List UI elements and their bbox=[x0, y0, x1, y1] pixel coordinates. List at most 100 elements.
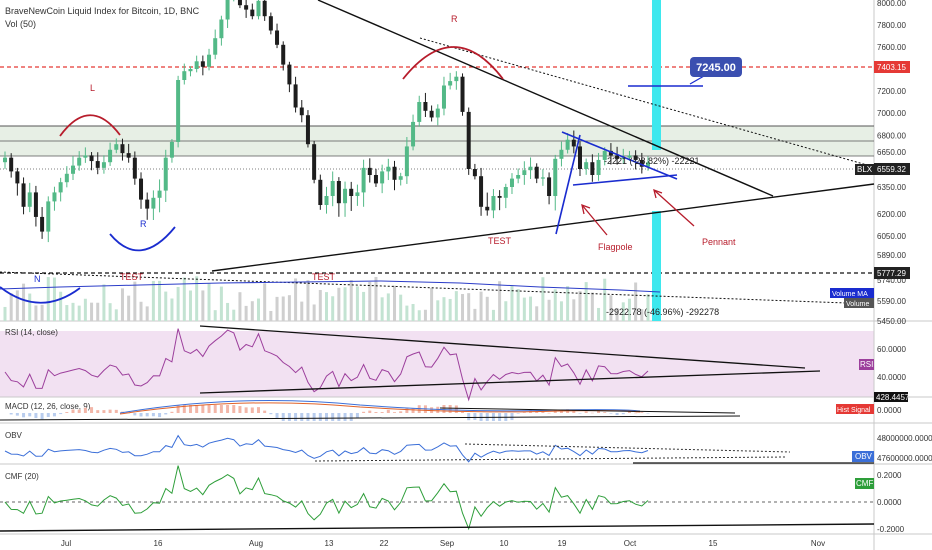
macd-hist-bar bbox=[182, 405, 186, 413]
candle-body bbox=[114, 144, 119, 150]
time-axis: Jul 16 Aug 13 22 Sep 10 19 Oct 15 Nov bbox=[61, 539, 825, 548]
cmf-tick-neg02: -0.2000 bbox=[877, 525, 905, 534]
candle-body bbox=[466, 111, 471, 169]
candle-body bbox=[182, 71, 187, 80]
pattern-arcs bbox=[0, 46, 504, 304]
volume-bar bbox=[201, 290, 205, 321]
descending-trendline bbox=[317, 0, 774, 197]
macd-hist-bar bbox=[343, 413, 347, 421]
macd-hist-bar bbox=[71, 409, 75, 413]
macd-hist-bar bbox=[256, 407, 260, 413]
obv-tag-text: OBV bbox=[855, 452, 873, 461]
candle-body bbox=[120, 144, 125, 154]
bottom-arc-blue bbox=[0, 286, 81, 304]
annotation-arrows bbox=[581, 188, 695, 236]
volume-ma-tag bbox=[830, 288, 874, 298]
macd-hist-bar bbox=[102, 410, 106, 413]
candle-body bbox=[577, 146, 582, 169]
volume-bar bbox=[83, 298, 87, 321]
volume-bar bbox=[454, 291, 458, 321]
macd-hist-bar bbox=[46, 413, 50, 417]
candle-body bbox=[584, 162, 589, 169]
macd-tick-zero: 0.0000 bbox=[877, 406, 902, 415]
volume-bar bbox=[331, 296, 335, 321]
time-tick-label: 15 bbox=[709, 539, 718, 548]
candle-body bbox=[33, 192, 38, 217]
rsi-line bbox=[4, 328, 649, 402]
rsi-tag-text: RSI bbox=[860, 360, 873, 369]
macd-hist-bar bbox=[325, 413, 328, 421]
macd-hist-bar bbox=[207, 405, 211, 413]
time-tick-label: Oct bbox=[624, 539, 637, 548]
obv-line bbox=[4, 434, 649, 463]
macd-hist-bar bbox=[188, 405, 192, 413]
price-tick-label: 5590.00 bbox=[877, 297, 906, 306]
volume-bar bbox=[566, 286, 570, 321]
volume-bar bbox=[15, 290, 19, 321]
volume-bar bbox=[90, 302, 94, 321]
obv-title: OBV bbox=[5, 431, 23, 440]
volume-bar bbox=[59, 291, 63, 321]
candle-body bbox=[256, 0, 261, 17]
annotation-pennant: Pennant bbox=[702, 237, 736, 247]
projection-bar-bottom bbox=[652, 211, 661, 321]
macd-hist-bar bbox=[380, 412, 384, 413]
candle-body bbox=[324, 196, 329, 205]
volume-bar bbox=[219, 286, 223, 321]
blx-tag-value: 6559.32 bbox=[877, 165, 906, 174]
macd-hist-bar bbox=[634, 412, 638, 414]
macd-hist-bar bbox=[627, 411, 631, 413]
red-level-tag bbox=[874, 61, 910, 73]
macd-hist-bar bbox=[590, 412, 594, 414]
volume-bar bbox=[238, 292, 242, 321]
macd-hist-bar bbox=[467, 413, 471, 421]
hist-tag-text: Hist bbox=[837, 407, 849, 414]
macd-hist-bar bbox=[547, 412, 551, 414]
macd-hist-bar bbox=[145, 413, 149, 417]
macd-trend-upper bbox=[439, 407, 736, 414]
volume-bar bbox=[510, 285, 514, 321]
candle-body bbox=[163, 157, 168, 191]
macd-hist-bar bbox=[584, 411, 588, 413]
candle-body bbox=[188, 69, 193, 72]
macd-hist-bar bbox=[22, 413, 26, 418]
candle-body bbox=[429, 110, 434, 118]
candle-body bbox=[132, 157, 137, 179]
macd-hist-bar bbox=[337, 413, 341, 421]
price-tick-label: 7800.00 bbox=[877, 21, 906, 30]
volume-bar bbox=[498, 281, 502, 321]
volume-bar bbox=[467, 293, 471, 321]
candle-body bbox=[318, 179, 323, 205]
time-tick-label: 16 bbox=[154, 539, 163, 548]
macd-hist-bar bbox=[510, 413, 514, 421]
volume-bar bbox=[578, 291, 582, 321]
macd-hist-bar bbox=[349, 413, 353, 421]
annotation-r-left: R bbox=[140, 219, 147, 229]
candle-body bbox=[516, 175, 521, 179]
macd-hist-bar bbox=[176, 405, 180, 413]
candle-body bbox=[95, 161, 100, 168]
candle-body bbox=[27, 192, 32, 207]
macd-hist-bar bbox=[164, 413, 168, 415]
time-tick-label: 10 bbox=[500, 539, 509, 548]
macd-hist-bar bbox=[516, 413, 520, 414]
candle-body bbox=[169, 141, 174, 158]
candle-body bbox=[250, 9, 255, 17]
macd-hist-bar bbox=[281, 413, 285, 421]
macd-hist-bar bbox=[127, 413, 131, 414]
cmf-title: CMF (20) bbox=[5, 472, 39, 481]
macd-hist-bar bbox=[77, 409, 81, 413]
macd-value-tag bbox=[874, 392, 908, 402]
volume-bar bbox=[337, 287, 341, 321]
macd-hist-bar bbox=[34, 413, 38, 419]
volume-bar bbox=[114, 309, 118, 321]
time-tick-label: 13 bbox=[325, 539, 334, 548]
macd-hist-bar bbox=[640, 412, 644, 413]
annotation-r-head: R bbox=[451, 14, 458, 24]
volume-bar bbox=[417, 310, 421, 321]
macd-histogram bbox=[9, 405, 650, 421]
candle-body bbox=[83, 155, 88, 158]
blx-tag bbox=[855, 164, 874, 175]
annotation-test-1: TEST bbox=[120, 272, 144, 282]
candle-body bbox=[565, 139, 570, 150]
